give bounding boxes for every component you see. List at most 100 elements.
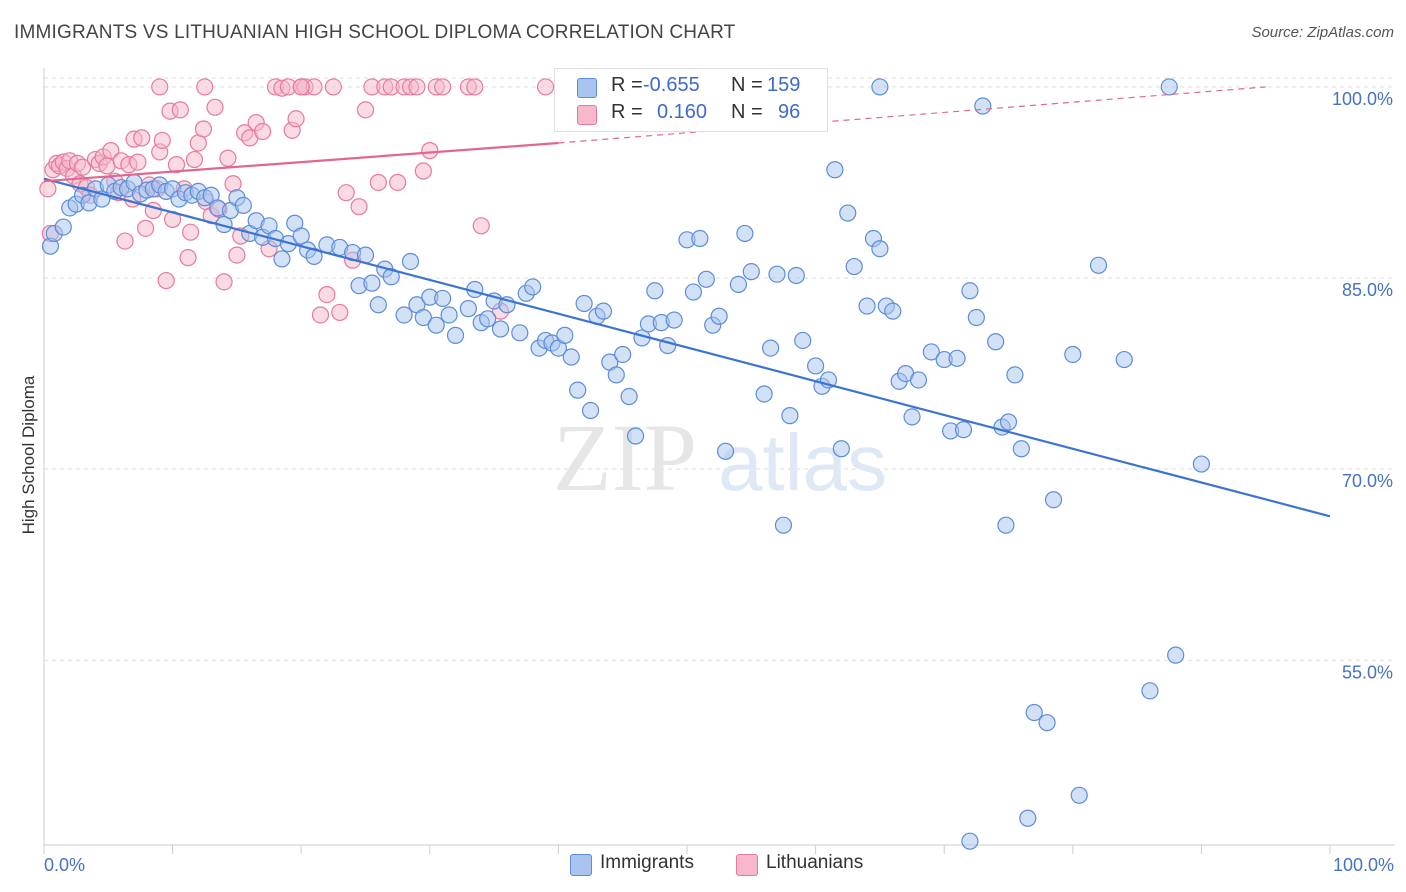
lithuanians-point bbox=[133, 129, 151, 147]
x-tick-label-min: 0.0% bbox=[44, 855, 85, 875]
lithuanians-point bbox=[324, 78, 342, 96]
y-tick-label: 55.0% bbox=[1342, 662, 1393, 682]
immigrants-point bbox=[1038, 714, 1056, 732]
correlation-legend: R = -0.655 N = 159 R = 0.160 N = 96 bbox=[554, 68, 828, 132]
immigrants-point bbox=[845, 257, 863, 276]
immigrants-point bbox=[781, 407, 799, 425]
lithuanians-point bbox=[73, 158, 92, 176]
immigrants-point bbox=[987, 333, 1005, 351]
immigrants-point bbox=[273, 250, 291, 268]
immigrants-point bbox=[427, 316, 445, 334]
immigrants-point bbox=[459, 300, 477, 318]
immigrants-point bbox=[761, 339, 780, 357]
legend-swatch-immigrants bbox=[570, 854, 592, 876]
immigrants-point bbox=[1089, 256, 1108, 274]
immigrants-point bbox=[684, 283, 703, 301]
immigrants-point bbox=[736, 224, 754, 243]
immigrants-point bbox=[948, 349, 966, 367]
immigrants-point bbox=[626, 427, 645, 445]
immigrants-point bbox=[556, 326, 574, 344]
legend-label-immigrants: Immigrants bbox=[600, 852, 694, 873]
lithuanians-point bbox=[331, 303, 349, 322]
lithuanians-point bbox=[116, 232, 134, 250]
watermark-zip: ZIP bbox=[553, 404, 697, 511]
lithuanians-point bbox=[254, 122, 272, 141]
immigrants-point bbox=[967, 308, 985, 327]
immigrants-point bbox=[710, 307, 728, 325]
lithuanians-point bbox=[102, 142, 120, 160]
lithuanians-point bbox=[206, 98, 224, 116]
immigrants-point bbox=[961, 832, 979, 850]
lithuanians-point bbox=[151, 78, 169, 96]
lithuanians-point bbox=[136, 219, 155, 237]
lithuanians-point bbox=[389, 173, 407, 192]
immigrants-point bbox=[716, 442, 735, 460]
lithuanians-point bbox=[228, 246, 246, 264]
lithuanians-point bbox=[421, 142, 439, 160]
immigrants-point bbox=[839, 204, 857, 222]
immigrants-point bbox=[614, 345, 632, 364]
immigrants-point bbox=[755, 385, 773, 403]
lithuanians-point bbox=[337, 184, 355, 202]
immigrants-point bbox=[922, 343, 940, 361]
lithuanians-point bbox=[185, 150, 204, 169]
lithuanians-point bbox=[157, 271, 175, 290]
immigrants-point bbox=[884, 302, 902, 320]
immigrants-point bbox=[1012, 440, 1030, 458]
immigrants-points bbox=[41, 78, 1211, 850]
immigrants-point bbox=[491, 320, 510, 338]
immigrants-point bbox=[787, 266, 805, 285]
immigrants-point bbox=[1160, 78, 1178, 96]
immigrants-point bbox=[594, 302, 613, 320]
immigrants-point bbox=[620, 387, 638, 406]
lithuanians-point bbox=[39, 180, 57, 198]
y-axis-tick-labels: 55.0% 70.0% 85.0% 100.0% bbox=[1332, 89, 1393, 682]
immigrants-point bbox=[691, 229, 709, 248]
immigrants-point bbox=[363, 274, 381, 292]
lithuanians-point bbox=[408, 78, 426, 96]
legend-swatch-immigrants bbox=[577, 78, 597, 98]
lithuanians-point bbox=[318, 285, 336, 304]
immigrants-trend-line bbox=[43, 177, 1331, 518]
y-tick-label: 85.0% bbox=[1342, 280, 1393, 300]
lithuanians-point bbox=[350, 198, 368, 216]
immigrants-point bbox=[903, 408, 921, 426]
immigrants-point bbox=[1044, 491, 1063, 509]
legend-n-value-immigrants: 159 bbox=[767, 74, 801, 96]
x-axis-ticks bbox=[43, 845, 1331, 854]
lithuanians-point bbox=[171, 101, 189, 119]
immigrants-point bbox=[954, 421, 973, 439]
immigrants-point bbox=[414, 308, 432, 327]
legend-n-value-lithuanians: 96 bbox=[778, 101, 801, 123]
immigrants-point bbox=[858, 297, 876, 315]
legend-r-label: R = bbox=[611, 74, 643, 96]
immigrants-point bbox=[999, 413, 1018, 431]
immigrants-point bbox=[607, 366, 625, 384]
immigrants-point bbox=[794, 331, 812, 350]
immigrants-point bbox=[1167, 646, 1185, 664]
immigrants-point bbox=[562, 348, 580, 366]
chart-source: Source: ZipAtlas.com bbox=[1251, 24, 1394, 41]
immigrants-point bbox=[646, 282, 664, 300]
immigrants-point bbox=[569, 381, 587, 399]
lithuanians-point bbox=[194, 120, 213, 138]
immigrants-point bbox=[997, 516, 1015, 534]
immigrants-point bbox=[401, 252, 420, 271]
lithuanians-point bbox=[196, 78, 214, 96]
y-tick-label: 70.0% bbox=[1342, 471, 1393, 491]
legend-label-lithuanians: Lithuanians bbox=[766, 852, 864, 873]
lithuanians-point bbox=[219, 149, 237, 167]
immigrants-point bbox=[446, 326, 465, 344]
lithuanians-point bbox=[369, 173, 387, 192]
immigrants-point bbox=[234, 196, 252, 215]
legend-r-value-immigrants: -0.655 bbox=[643, 74, 700, 96]
immigrants-point bbox=[369, 296, 387, 314]
immigrants-point bbox=[871, 78, 889, 96]
lithuanians-point bbox=[287, 110, 305, 128]
immigrants-point bbox=[1070, 786, 1088, 804]
lithuanians-trend-extension bbox=[558, 86, 1266, 144]
immigrants-point bbox=[806, 357, 825, 375]
y-axis-label: High School Diploma bbox=[19, 375, 38, 534]
immigrants-point bbox=[768, 265, 786, 283]
immigrants-point bbox=[729, 275, 748, 294]
